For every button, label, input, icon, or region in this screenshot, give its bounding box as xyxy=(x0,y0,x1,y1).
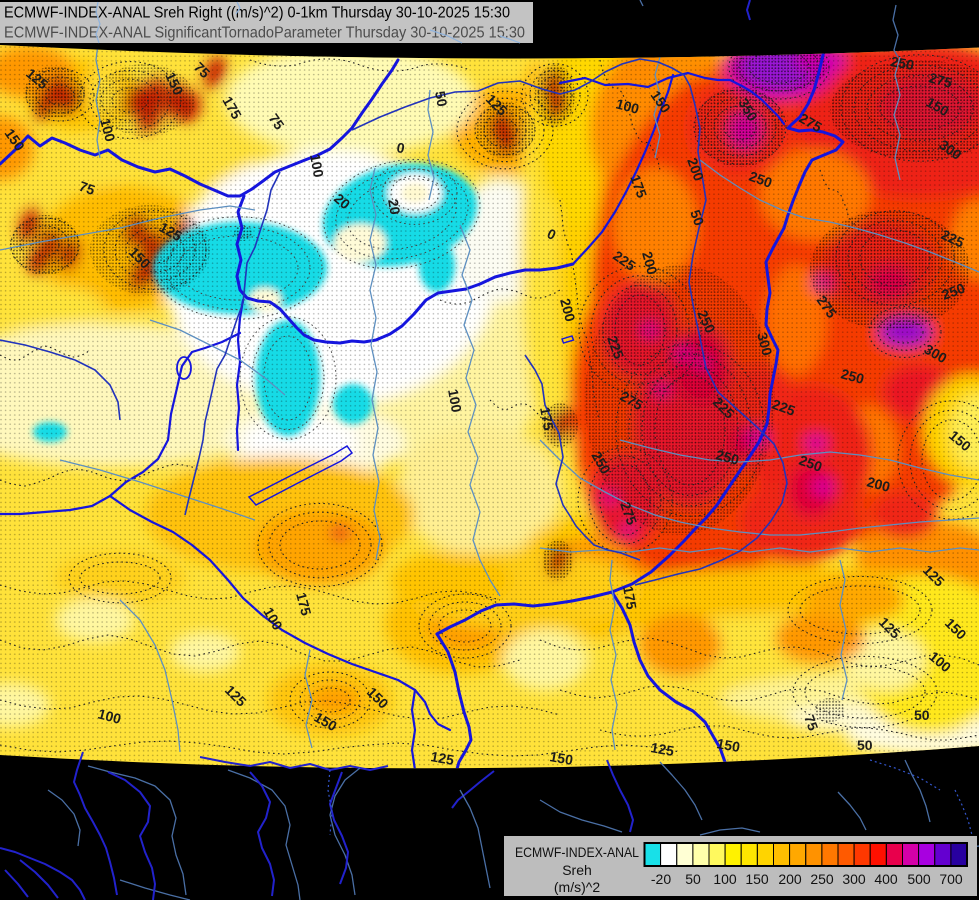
svg-text:ECMWF-INDEX-ANAL: ECMWF-INDEX-ANAL xyxy=(515,844,639,860)
svg-text:300: 300 xyxy=(754,331,776,358)
svg-text:(m/s)^2: (m/s)^2 xyxy=(554,879,600,895)
svg-text:275: 275 xyxy=(927,69,954,91)
svg-text:100: 100 xyxy=(445,388,465,414)
svg-text:175: 175 xyxy=(620,585,640,611)
svg-text:0: 0 xyxy=(395,139,406,156)
svg-text:75: 75 xyxy=(801,713,821,733)
svg-text:500: 500 xyxy=(907,871,931,887)
svg-text:150: 150 xyxy=(745,871,769,887)
svg-text:275: 275 xyxy=(617,500,640,528)
svg-text:250: 250 xyxy=(797,452,825,475)
svg-text:100: 100 xyxy=(713,871,737,887)
svg-text:50: 50 xyxy=(687,208,707,228)
svg-text:250: 250 xyxy=(810,871,834,887)
svg-text:125: 125 xyxy=(649,739,675,759)
svg-text:200: 200 xyxy=(557,297,579,324)
svg-text:250: 250 xyxy=(839,365,866,387)
svg-text:100: 100 xyxy=(307,153,327,179)
svg-text:200: 200 xyxy=(684,156,707,184)
svg-text:100: 100 xyxy=(614,95,641,117)
svg-text:Sreh: Sreh xyxy=(562,862,592,878)
svg-text:100: 100 xyxy=(96,705,123,727)
svg-text:250: 250 xyxy=(714,446,741,468)
svg-text:50: 50 xyxy=(857,737,873,753)
svg-text:250: 250 xyxy=(747,168,775,191)
svg-text:-20: -20 xyxy=(651,871,671,887)
svg-text:75: 75 xyxy=(77,178,97,198)
svg-text:ECMWF-INDEX-ANAL Sreh Right ((: ECMWF-INDEX-ANAL Sreh Right ((m/s)^2) 0-… xyxy=(4,5,510,22)
svg-text:250: 250 xyxy=(889,53,915,73)
svg-text:20: 20 xyxy=(385,198,403,216)
svg-text:250: 250 xyxy=(940,280,968,303)
svg-text:50: 50 xyxy=(685,871,701,887)
svg-text:50: 50 xyxy=(432,90,450,108)
svg-text:700: 700 xyxy=(939,871,963,887)
svg-text:175: 175 xyxy=(627,173,650,201)
svg-text:100: 100 xyxy=(97,117,119,144)
svg-text:200: 200 xyxy=(778,871,802,887)
svg-text:300: 300 xyxy=(842,871,866,887)
svg-text:150: 150 xyxy=(548,748,574,768)
svg-text:125: 125 xyxy=(429,748,455,768)
svg-text:225: 225 xyxy=(770,396,798,419)
svg-text:ECMWF-INDEX-ANAL SignificantTo: ECMWF-INDEX-ANAL SignificantTornadoParam… xyxy=(4,25,525,42)
svg-text:175: 175 xyxy=(537,406,557,432)
svg-text:225: 225 xyxy=(604,334,627,362)
svg-text:200: 200 xyxy=(865,473,892,495)
svg-text:50: 50 xyxy=(914,707,930,723)
svg-text:175: 175 xyxy=(293,591,315,618)
svg-text:150: 150 xyxy=(715,735,741,755)
svg-text:400: 400 xyxy=(874,871,898,887)
svg-text:200: 200 xyxy=(639,250,661,277)
